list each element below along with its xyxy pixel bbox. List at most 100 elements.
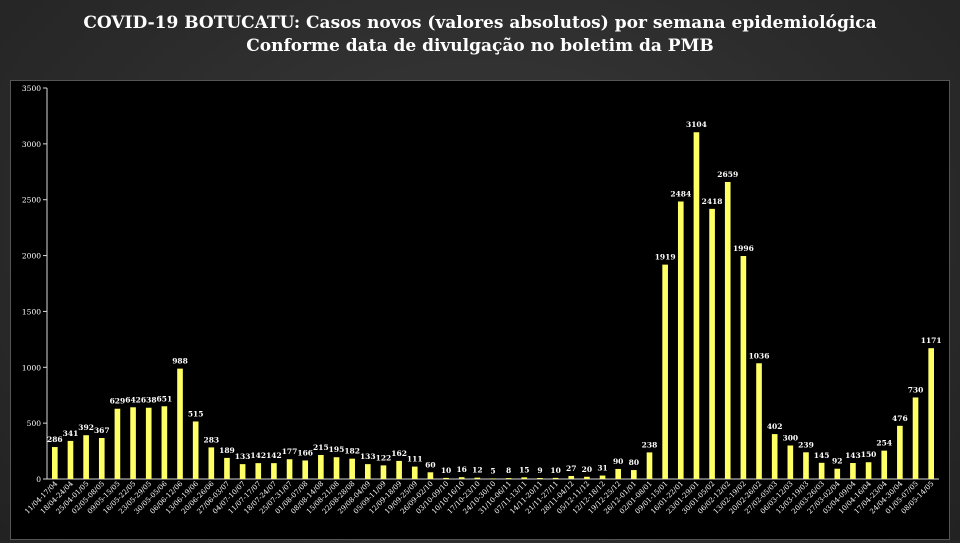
bar (286, 459, 293, 479)
bar (850, 463, 856, 479)
data-label: 189 (219, 446, 235, 455)
data-label: 238 (642, 440, 658, 449)
bar (631, 470, 637, 479)
data-label: 145 (814, 451, 830, 460)
data-label: 10 (550, 466, 560, 475)
chart-subtitle: Conforme data de divulgação no boletim d… (246, 36, 714, 56)
data-label: 239 (798, 440, 814, 449)
data-label: 988 (172, 357, 188, 366)
data-label: 177 (282, 447, 298, 456)
data-label: 162 (391, 449, 407, 458)
bar (521, 477, 528, 479)
bar (349, 458, 355, 479)
bar (396, 460, 402, 479)
data-label: 5 (490, 466, 495, 475)
bar (192, 421, 199, 479)
bar (928, 348, 934, 479)
data-label: 111 (407, 455, 423, 464)
data-label: 476 (892, 414, 908, 423)
bar (787, 445, 794, 479)
data-label: 515 (188, 409, 204, 418)
bar (52, 447, 58, 479)
x-tick-labels: 11/04-17/0418/04-24/0425/04-01/0502/05-0… (23, 479, 935, 515)
bar (224, 457, 230, 479)
bar (897, 425, 903, 479)
data-label: 122 (376, 453, 392, 462)
bar (756, 363, 762, 479)
bar (239, 464, 246, 479)
bar (67, 440, 74, 479)
data-label: 651 (157, 394, 173, 403)
data-label: 629 (110, 397, 126, 406)
bar (208, 447, 215, 479)
bar (271, 463, 277, 479)
data-label: 8 (506, 466, 511, 475)
data-label: 90 (613, 457, 623, 466)
data-label: 283 (203, 435, 219, 444)
data-label: 254 (876, 439, 892, 448)
data-label: 166 (297, 448, 313, 457)
bar (881, 450, 888, 479)
data-label: 215 (313, 443, 329, 452)
data-label: 31 (597, 464, 607, 473)
bar (302, 460, 309, 479)
bar (364, 464, 371, 479)
data-label: 9 (537, 466, 542, 475)
data-label: 143 (845, 451, 861, 460)
data-label: 133 (235, 452, 251, 461)
data-label: 300 (783, 433, 799, 442)
data-label: 392 (78, 423, 94, 432)
data-label: 642 (125, 395, 141, 404)
data-label: 92 (832, 457, 842, 466)
bar (803, 452, 809, 479)
data-label: 1919 (655, 253, 676, 262)
bar (130, 407, 136, 479)
data-label: 2484 (670, 190, 691, 199)
bar (599, 475, 606, 479)
bar (161, 406, 168, 479)
data-label: 1996 (733, 244, 754, 253)
chart-area: 0 500 1000 1500 2000 2500 3000 3500 286 341 392 36… (10, 80, 950, 540)
bar (740, 256, 747, 479)
bar (411, 466, 418, 479)
bar (333, 457, 340, 479)
title-block: COVID-19 BOTUCATU: Casos novos (valores … (0, 12, 960, 58)
bar (693, 132, 700, 479)
y-tick-label: 2000 (22, 252, 41, 261)
bar (83, 435, 89, 479)
bar (537, 477, 543, 479)
data-label: 1171 (921, 336, 942, 345)
bar (834, 468, 841, 479)
data-label: 730 (908, 385, 924, 394)
y-tick-label: 1500 (22, 307, 41, 316)
bar (584, 476, 590, 479)
bar (662, 264, 668, 479)
bar (145, 407, 152, 479)
y-tick-label: 500 (27, 419, 42, 428)
bars (52, 132, 934, 480)
data-label: 182 (344, 447, 360, 456)
bar (818, 462, 825, 479)
bar (443, 477, 449, 479)
bar (474, 477, 481, 479)
data-label: 80 (629, 458, 639, 467)
data-label: 1036 (749, 351, 770, 360)
bar (709, 208, 715, 479)
data-label: 27 (566, 464, 576, 473)
bar (771, 434, 778, 479)
chart-title: COVID-19 BOTUCATU: Casos novos (valores … (83, 13, 877, 33)
data-label: 2659 (717, 170, 738, 179)
bar (255, 463, 262, 479)
data-label: 341 (63, 429, 79, 438)
y-tick-label: 3500 (22, 84, 41, 93)
data-label: 142 (250, 451, 266, 460)
data-label: 10 (441, 466, 451, 475)
bar (724, 181, 731, 479)
bar (490, 478, 496, 480)
data-label: 638 (141, 396, 157, 405)
data-label: 142 (266, 451, 282, 460)
bar (318, 454, 324, 479)
data-label: 20 (582, 465, 592, 474)
